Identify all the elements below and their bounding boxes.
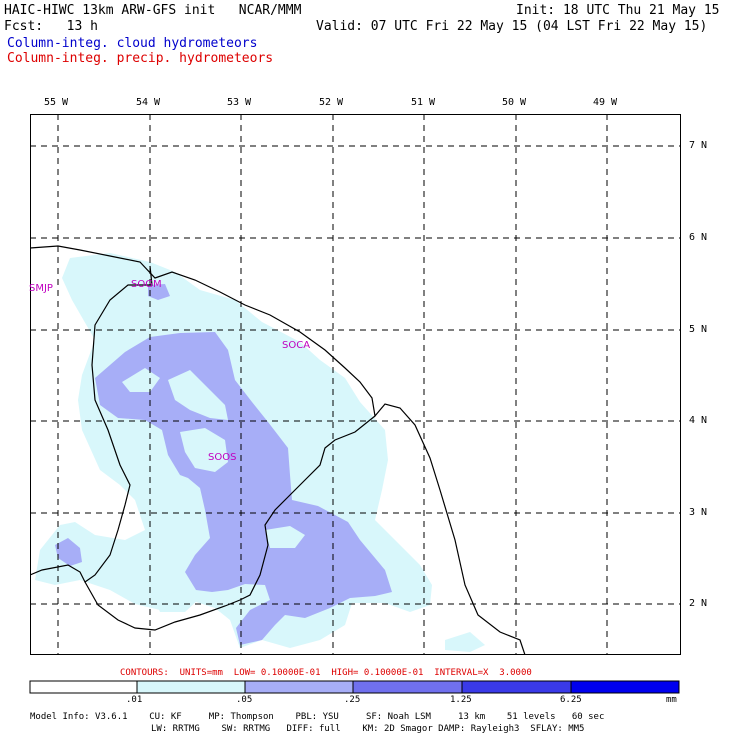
precip-medium-blob (55, 538, 82, 566)
cloud-light-hole (265, 526, 305, 548)
contours-note: CONTOURS: UNITS=mm LOW= 0.10000E-01 HIGH… (120, 668, 532, 678)
lon-label: 53 W (227, 97, 252, 108)
colorbar-tick: 6.25 (560, 695, 582, 705)
precip-medium-region (95, 332, 392, 645)
cloud-light-hole (122, 368, 160, 392)
station-label: SOCA (282, 340, 311, 351)
colorbar-tick: .05 (236, 695, 253, 705)
title-line-1: HAIC-HIWC 13km ARW-GFS init NCAR/MMM (4, 3, 302, 18)
lon-label: 49 W (593, 97, 618, 108)
cloud-light-hole (180, 428, 228, 472)
station-label: SMJP (29, 283, 53, 294)
station-label: SOGM (131, 279, 162, 290)
coastlines (30, 245, 526, 655)
cloud-light-hole (155, 590, 200, 612)
lon-label: 52 W (319, 97, 344, 108)
field-cloud-label: Column-integ. cloud hydrometeors (7, 36, 258, 51)
init-time: Init: 18 UTC Thu 21 May 15 (516, 3, 720, 18)
lat-label: 3 N (689, 507, 708, 518)
model-info-line-2: LW: RRTMG SW: RRTMG DIFF: full KM: 2D Sm… (151, 724, 585, 734)
lat-label: 2 N (689, 598, 708, 609)
lon-label: 55 W (44, 97, 69, 108)
colorbar-tick: 1.25 (450, 695, 472, 705)
field-precip-label: Column-integ. precip. hydrometeors (7, 51, 274, 66)
model-info-line-1: Model Info: V3.6.1 CU: KF MP: Thompson P… (30, 712, 605, 722)
forecast-hour: Fcst: 13 h (4, 19, 98, 34)
map-frame (30, 114, 681, 655)
cloud-light-patch (445, 632, 485, 652)
valid-time: Valid: 07 UTC Fri 22 May 15 (04 LST Fri … (316, 19, 708, 34)
lon-label: 54 W (136, 97, 161, 108)
colorbar-tick: .25 (344, 695, 361, 705)
lat-label: 7 N (689, 140, 708, 151)
colorbar-unit: mm (666, 695, 677, 705)
lon-label: 51 W (411, 97, 436, 108)
lat-label: 6 N (689, 232, 708, 243)
lon-label: 50 W (502, 97, 527, 108)
lat-label: 4 N (689, 415, 708, 426)
lat-label: 5 N (689, 324, 708, 335)
station-label: SOOS (208, 452, 237, 463)
precip-medium-blob (148, 284, 170, 300)
cloud-light-hole (168, 370, 228, 420)
colorbar-tick: .01 (126, 695, 143, 705)
graticule (30, 114, 681, 655)
